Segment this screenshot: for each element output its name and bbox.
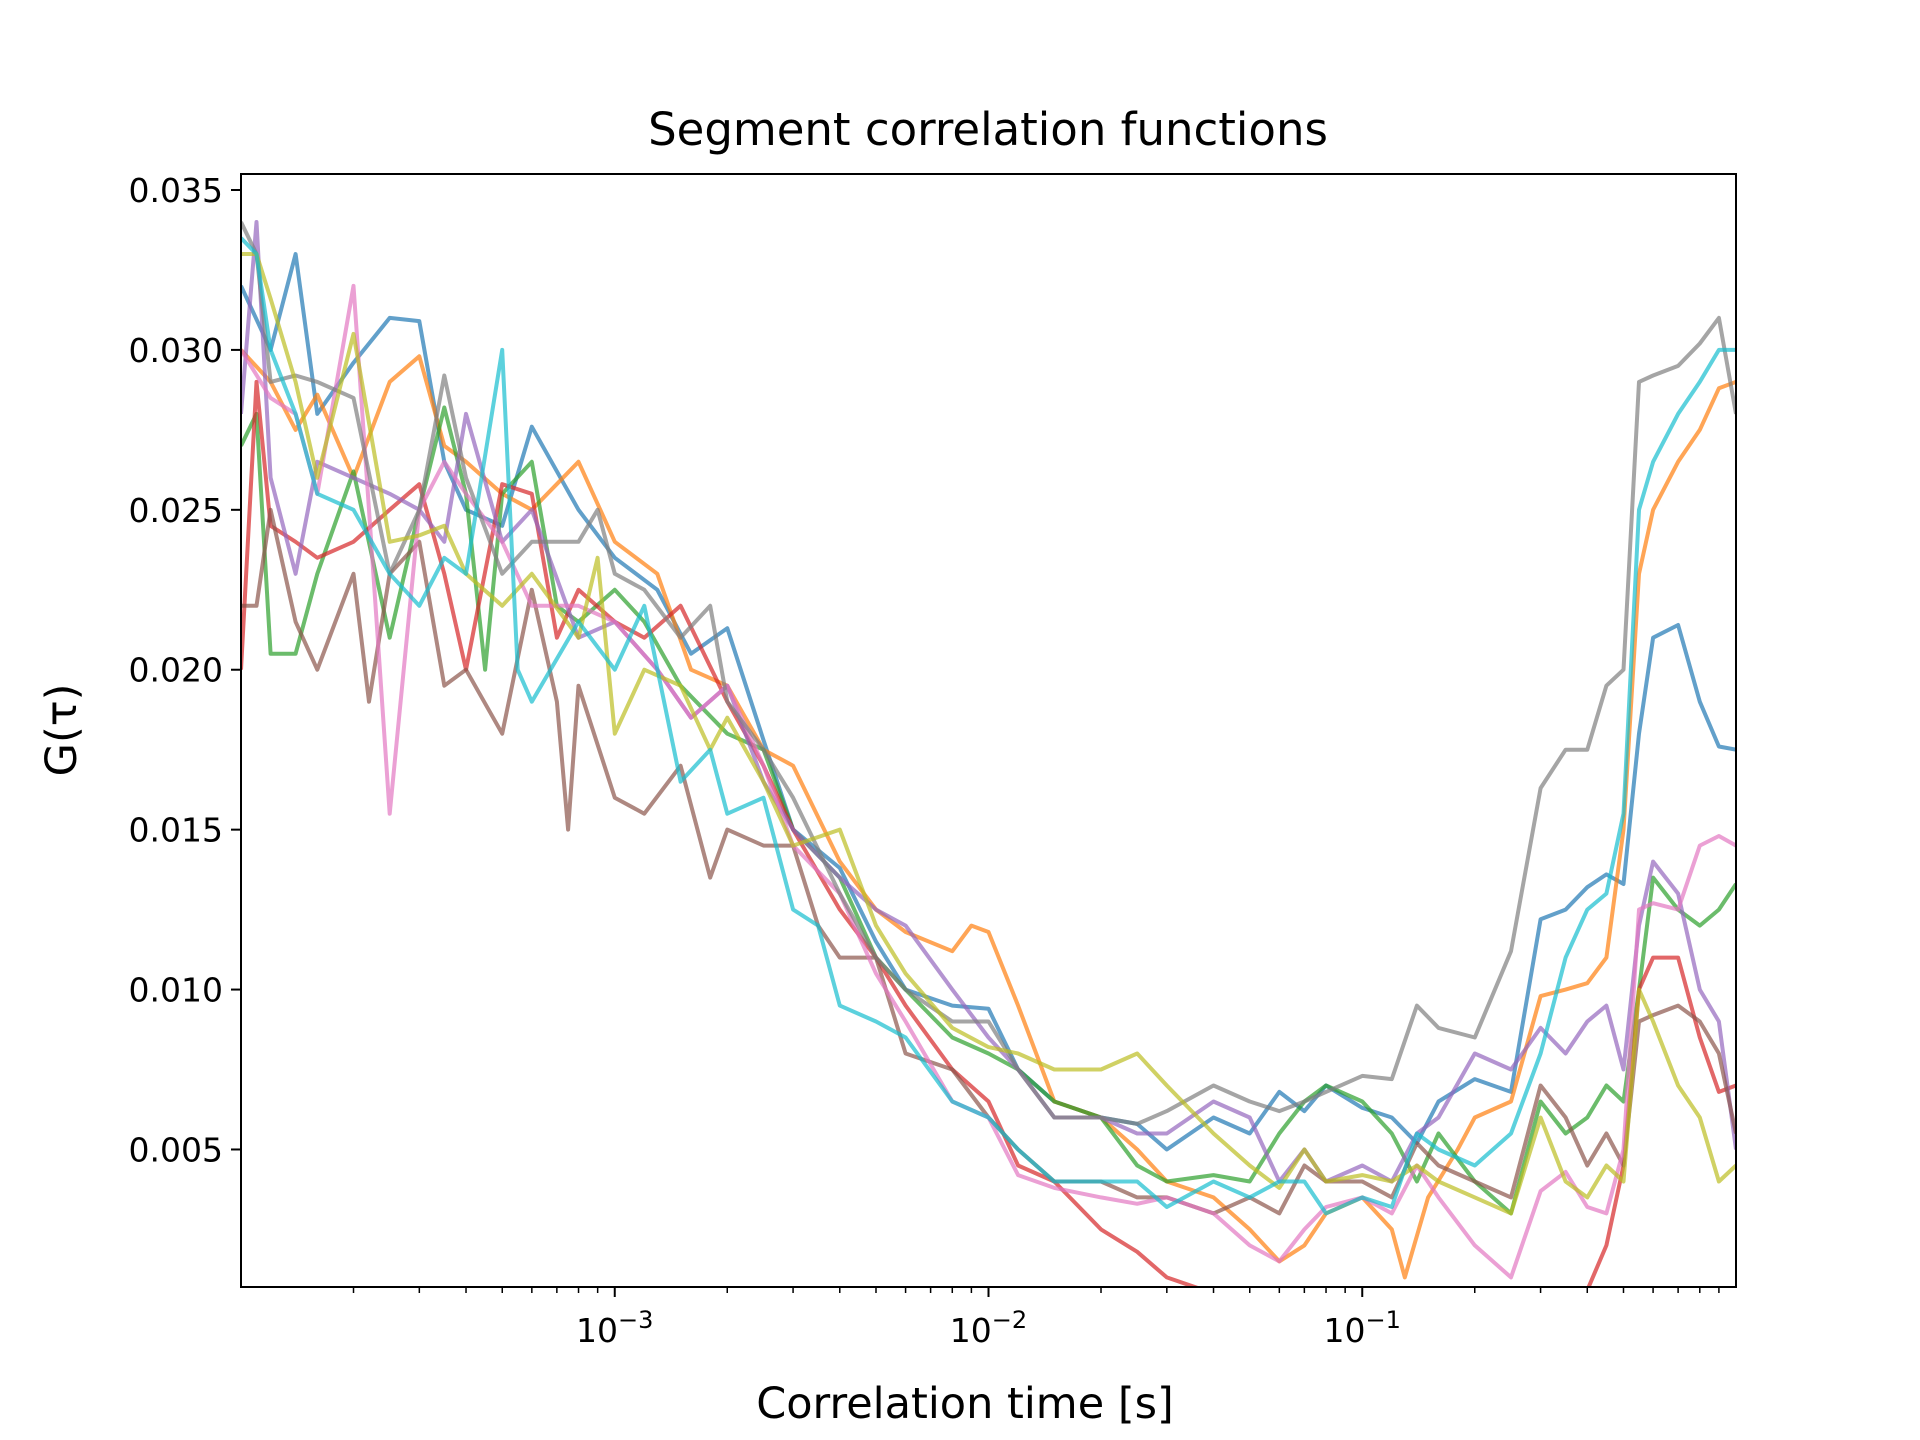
x-axis-label: Correlation time [s] xyxy=(756,1379,1174,1429)
y-tick-label: 0.020 xyxy=(129,651,223,690)
y-axis: 0.005 0.010 0.015 0.020 0.025 0.030 0.035 xyxy=(129,171,241,1169)
series-line-4 xyxy=(241,379,1736,1287)
series-line-6 xyxy=(241,507,1736,1216)
y-tick-label: 0.010 xyxy=(129,971,223,1010)
series-line-1 xyxy=(241,252,1736,1152)
series-line-7 xyxy=(241,283,1736,1280)
chart-title: Segment correlation functions xyxy=(648,103,1328,156)
x-tick-label: 10−2 xyxy=(950,1306,1027,1350)
y-tick-label: 0.005 xyxy=(129,1130,223,1169)
series-line-5 xyxy=(241,220,1736,1184)
x-tick-label: 10−3 xyxy=(576,1306,653,1350)
x-axis: 10−3 10−2 10−1 xyxy=(352,1287,1720,1350)
y-axis-label: G(τ) xyxy=(37,684,87,777)
series-line-9 xyxy=(241,252,1736,1216)
y-tick-label: 0.030 xyxy=(129,331,223,370)
series-line-10 xyxy=(241,236,1736,1216)
y-tick-label: 0.015 xyxy=(129,811,223,850)
y-tick-label: 0.035 xyxy=(129,171,223,210)
y-tick-label: 0.025 xyxy=(129,491,223,530)
series-layer xyxy=(241,220,1736,1287)
series-line-8 xyxy=(241,221,1736,1126)
x-tick-label: 10−1 xyxy=(1324,1306,1401,1350)
